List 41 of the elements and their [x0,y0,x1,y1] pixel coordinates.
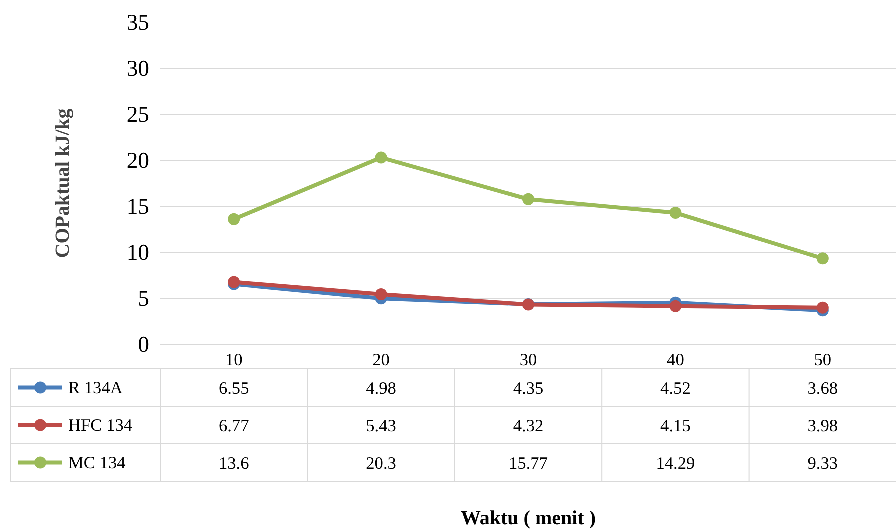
data-label: 9.33 [808,454,838,473]
data-label: 3.68 [808,378,838,398]
data-label: 15.77 [509,454,548,473]
x-tick-label: 10 [225,350,243,370]
y-axis-title: COPaktual kJ/kg [52,108,74,258]
data-label: 4.52 [660,378,691,398]
y-tick-label: 0 [138,332,150,357]
data-label: 4.35 [513,378,544,398]
y-tick-label: 25 [126,102,150,127]
data-label: 4.98 [366,378,396,398]
data-label: 6.77 [218,416,250,436]
y-tick-label: 15 [126,194,150,219]
point [816,302,829,314]
point [228,213,240,226]
x-tick-label: 50 [814,350,832,370]
x-tick-label: 30 [520,350,538,370]
point [522,193,534,206]
data-label: 14.29 [656,454,696,473]
data-label: 6.55 [218,378,250,398]
y-tick-label: 35 [126,10,150,35]
point [670,300,682,312]
x-tick-label: 20 [372,350,390,370]
data-label: 3.98 [808,416,838,436]
data-label: 5.43 [366,416,396,436]
data-label: 20.3 [366,454,396,473]
data-label: 13.6 [218,454,250,473]
point [670,207,682,220]
point [816,252,829,265]
y-tick-label: 30 [126,56,150,81]
data-label: 4.32 [513,416,544,436]
legend-label: R 134A [68,378,124,398]
legend-label: HFC 134 [68,416,133,435]
text: Waktu ( menit ) [461,508,596,530]
legend-label: MC 134 [68,453,126,472]
point [375,288,388,301]
y-tick-label: 20 [126,148,150,173]
data-label: 4.15 [660,416,691,436]
x-tick-label: 40 [667,350,684,370]
y-tick-label: 5 [138,286,150,311]
point [375,152,388,164]
y-tick-label: 10 [126,240,150,265]
